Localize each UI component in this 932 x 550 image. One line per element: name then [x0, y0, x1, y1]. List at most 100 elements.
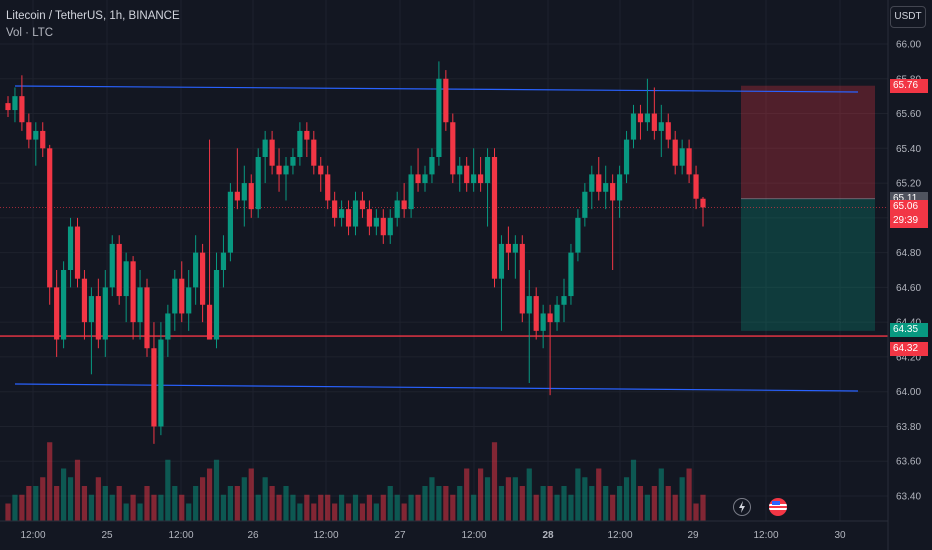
candle-body — [596, 174, 602, 192]
candle-body — [151, 348, 157, 427]
volume-bar — [679, 477, 685, 521]
candle — [81, 270, 88, 340]
x-tick-label: 29 — [687, 530, 699, 541]
candle-body — [234, 191, 240, 201]
candle-body — [686, 148, 692, 175]
candle — [26, 113, 32, 149]
price-tag: 64.35 — [890, 322, 928, 337]
volume-bar — [617, 486, 623, 521]
candle-body — [67, 226, 74, 270]
volume-bar — [248, 468, 254, 521]
candle-body — [464, 165, 470, 184]
y-tick-label: 65.40 — [896, 144, 921, 155]
candle — [137, 270, 143, 340]
candle — [186, 270, 192, 331]
candle-body — [651, 113, 657, 131]
candle — [359, 191, 366, 218]
candle-body — [172, 278, 178, 314]
candle-body — [700, 198, 706, 208]
candle — [429, 148, 435, 184]
candle-body — [630, 113, 637, 140]
candle-body — [429, 157, 435, 175]
candle-body — [366, 209, 372, 227]
volume-bar — [116, 486, 122, 521]
volume-bar — [262, 477, 268, 521]
y-tick-label: 64.80 — [896, 248, 921, 259]
candle — [33, 122, 39, 166]
volume-bar — [422, 486, 428, 521]
candle — [373, 209, 379, 236]
candle-body — [575, 217, 581, 253]
y-tick-label: 63.80 — [896, 422, 921, 433]
volume-bar — [394, 494, 400, 521]
x-tick-label: 30 — [834, 530, 846, 541]
candle-body — [283, 165, 289, 175]
candle — [269, 130, 275, 175]
candle — [478, 157, 484, 192]
volume-bar — [186, 503, 192, 521]
volume-bar — [568, 494, 574, 521]
candle — [283, 157, 289, 201]
candle — [568, 243, 574, 305]
volume-bar — [658, 468, 664, 521]
candle-body — [248, 183, 254, 210]
x-tick-label: 12:00 — [168, 530, 193, 541]
candle-body — [422, 174, 428, 184]
candle — [255, 148, 261, 218]
candle — [408, 165, 414, 218]
candle-body — [491, 157, 498, 279]
candle-body — [339, 209, 345, 218]
symbol-title: Litecoin / TetherUS, 1h, BINANCE — [6, 10, 180, 22]
currency-button[interactable]: USDT — [890, 6, 926, 28]
candle-body — [311, 139, 317, 166]
candle — [116, 235, 122, 305]
candle — [123, 252, 129, 323]
volume-bar — [366, 494, 372, 521]
candle — [5, 96, 11, 118]
candle-body — [109, 243, 115, 288]
candle — [519, 235, 525, 323]
candle-body — [436, 78, 442, 157]
volume-bar — [179, 494, 185, 521]
volume-bar — [325, 494, 331, 521]
volume-bar — [102, 486, 108, 521]
volume-bar — [283, 486, 289, 521]
candle-body — [589, 174, 595, 192]
candle — [234, 148, 240, 210]
volume-bar — [651, 486, 657, 521]
candle-body — [40, 130, 46, 149]
volume-bar — [206, 468, 213, 521]
candle — [623, 130, 630, 184]
candle — [276, 148, 282, 192]
volume-bar — [561, 486, 567, 521]
price-tag: 65.76 — [890, 78, 928, 93]
candle-body — [603, 183, 609, 192]
candle-body — [158, 339, 164, 427]
candle-body — [200, 252, 206, 305]
candle-body — [617, 174, 623, 201]
x-tick-label: 12:00 — [313, 530, 338, 541]
candle — [547, 304, 553, 396]
candle-body — [227, 191, 233, 253]
volume-bar — [19, 494, 25, 521]
volume-bar — [665, 486, 671, 521]
x-tick-label: 12:00 — [607, 530, 632, 541]
lightning-icon[interactable] — [733, 498, 751, 516]
volume-bar — [276, 494, 282, 521]
volume-bar — [582, 477, 588, 521]
chart-overlays — [0, 85, 888, 392]
candle-body — [484, 157, 491, 184]
candlesticks — [5, 61, 706, 444]
candle-body — [450, 122, 456, 175]
candle — [304, 122, 310, 157]
candle-body — [457, 165, 463, 175]
candle-body — [380, 217, 386, 236]
candle-body — [505, 243, 511, 253]
candle — [47, 144, 53, 305]
us-flag-icon[interactable] — [769, 498, 787, 516]
y-tick-label: 63.60 — [896, 457, 921, 468]
volume-bar — [255, 494, 261, 521]
volume-bar — [589, 486, 595, 521]
